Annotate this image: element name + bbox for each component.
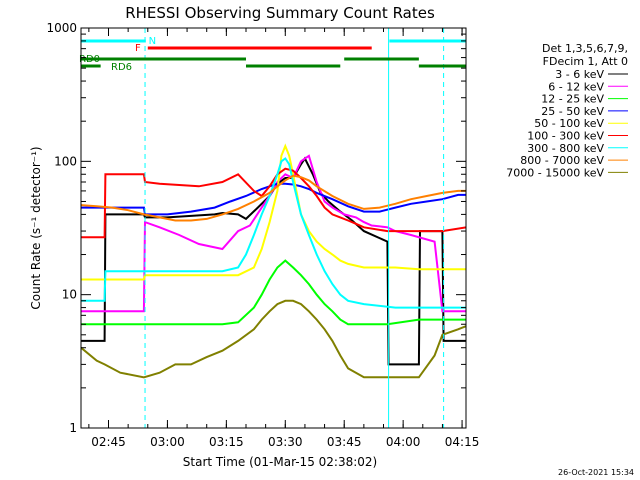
axis-layer: 02:45 03:00 03:15 03:30 03:45 04:00 04:15 1 10 10…	[46, 21, 479, 449]
annotation-layer: NF RD0 RD6	[79, 28, 466, 428]
y-tick-label-1: 1	[69, 421, 77, 435]
y-axis-label: Count Rate (s⁻¹ detector⁻¹)	[29, 146, 43, 309]
legend-label-1: 3 - 6 keV	[555, 68, 604, 81]
series-line-7	[81, 157, 466, 309]
series-line-9	[81, 299, 466, 379]
x-tick-label-3: 03:15	[209, 435, 244, 449]
state-label-rd6: RD6	[111, 62, 132, 73]
x-tick-label-7: 04:15	[445, 435, 480, 449]
series-line-6	[81, 167, 466, 239]
y-tick-label-2: 10	[62, 288, 77, 302]
chart-title: RHESSI Observing Summary Count Rates	[125, 4, 435, 22]
x-axis-label: Start Time (01-Mar-15 02:38:02)	[183, 455, 377, 469]
x-tick-label-5: 03:45	[327, 435, 362, 449]
series-line-3	[81, 259, 466, 326]
state-label-rd0: RD0	[79, 54, 100, 65]
legend-label-7: 300 - 800 keV	[527, 142, 604, 155]
legend-label-5: 50 - 100 keV	[534, 117, 604, 130]
state-label-n: N	[149, 36, 156, 47]
legend-header-2: FDecim 1, Att 0	[543, 55, 628, 68]
series-line-4	[81, 182, 466, 216]
legend-label-2: 6 - 12 keV	[548, 80, 604, 93]
series-line-8	[81, 174, 466, 222]
legend-label-8: 800 - 7000 keV	[520, 154, 604, 167]
plot-frame	[80, 27, 467, 429]
legend-label-9: 7000 - 15000 keV	[506, 166, 604, 179]
y-tick-label-3: 100	[54, 154, 77, 168]
state-label-f: F	[135, 43, 141, 54]
x-tick-label-2: 03:00	[150, 435, 185, 449]
x-tick-label-4: 03:30	[268, 435, 303, 449]
x-tick-label-6: 04:00	[386, 435, 421, 449]
legend-label-4: 25 - 50 keV	[541, 105, 604, 118]
footer-date: 26-Oct-2021 15:34	[558, 468, 634, 477]
legend-header-1: Det 1,3,5,6,7,9,	[542, 42, 628, 55]
legend: Det 1,3,5,6,7,9,FDecim 1, Att 03 - 6 keV…	[506, 42, 628, 179]
legend-label-3: 12 - 25 keV	[541, 93, 604, 106]
legend-label-6: 100 - 300 keV	[527, 130, 604, 143]
y-tick-label-4: 1000	[46, 21, 77, 35]
series-line-5	[81, 143, 466, 281]
x-tick-label-1: 02:45	[91, 435, 126, 449]
series-layer	[81, 143, 466, 379]
